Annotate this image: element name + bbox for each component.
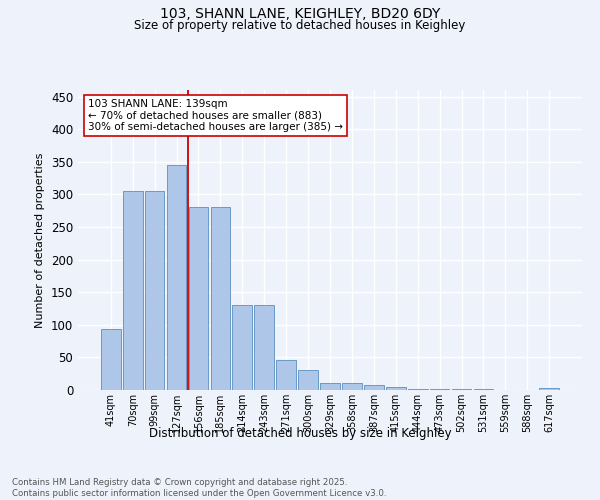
Bar bbox=[232, 305, 252, 390]
Bar bbox=[430, 388, 449, 390]
Bar bbox=[320, 383, 340, 390]
Bar bbox=[386, 386, 406, 390]
Bar bbox=[211, 208, 230, 390]
Text: Distribution of detached houses by size in Keighley: Distribution of detached houses by size … bbox=[149, 428, 451, 440]
Text: 103, SHANN LANE, KEIGHLEY, BD20 6DY: 103, SHANN LANE, KEIGHLEY, BD20 6DY bbox=[160, 8, 440, 22]
Text: 103 SHANN LANE: 139sqm
← 70% of detached houses are smaller (883)
30% of semi-de: 103 SHANN LANE: 139sqm ← 70% of detached… bbox=[88, 99, 343, 132]
Bar bbox=[408, 388, 428, 390]
Bar bbox=[254, 305, 274, 390]
Bar bbox=[101, 330, 121, 390]
Bar bbox=[123, 191, 143, 390]
Bar bbox=[188, 208, 208, 390]
Y-axis label: Number of detached properties: Number of detached properties bbox=[35, 152, 46, 328]
Bar bbox=[167, 165, 187, 390]
Bar bbox=[276, 360, 296, 390]
Bar bbox=[539, 388, 559, 390]
Bar bbox=[298, 370, 318, 390]
Bar bbox=[342, 383, 362, 390]
Bar bbox=[364, 386, 384, 390]
Text: Size of property relative to detached houses in Keighley: Size of property relative to detached ho… bbox=[134, 19, 466, 32]
Text: Contains HM Land Registry data © Crown copyright and database right 2025.
Contai: Contains HM Land Registry data © Crown c… bbox=[12, 478, 386, 498]
Bar bbox=[145, 191, 164, 390]
